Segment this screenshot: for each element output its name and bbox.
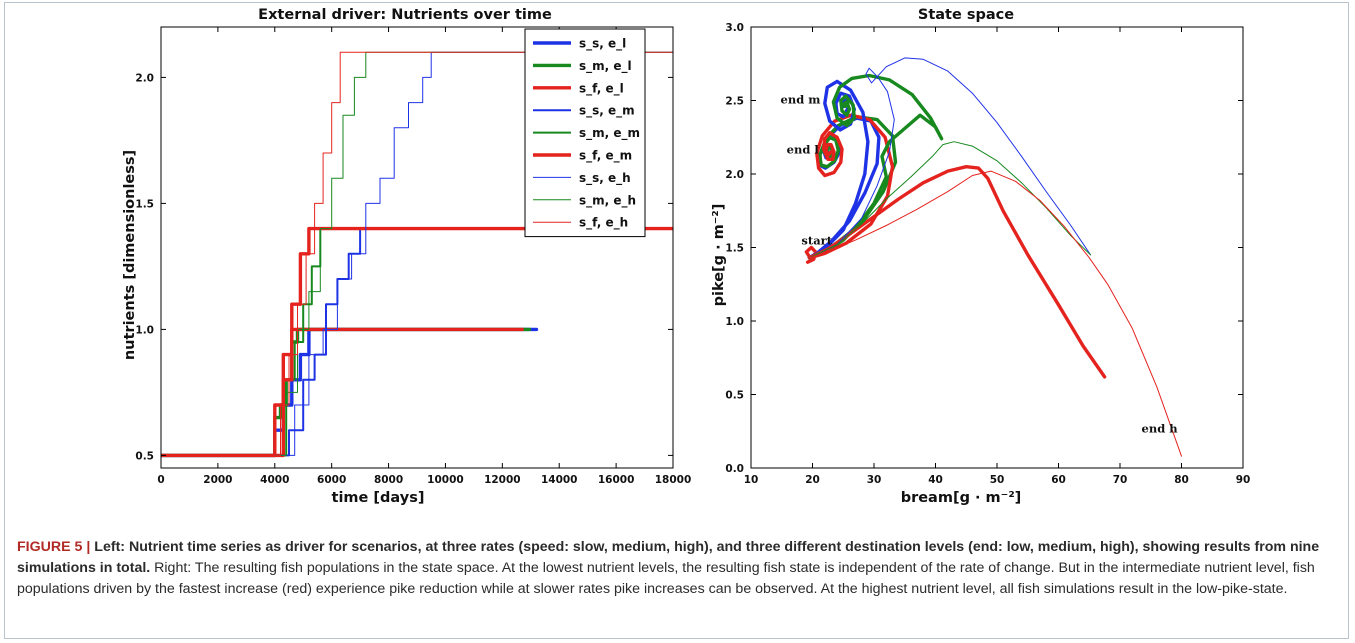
y-axis-label: nutrients [dimensionless] — [122, 150, 138, 360]
series-line-5 — [273, 227, 673, 457]
annotations: start end l end m end h — [781, 92, 1179, 435]
x-tick-label: 14000 — [541, 474, 578, 486]
series-line-7 — [274, 51, 673, 456]
axes — [160, 26, 674, 469]
x-tick-label: 60 — [1051, 474, 1066, 486]
x-tick-label: 8000 — [374, 474, 403, 486]
series-line-3 — [161, 327, 524, 458]
x-tick-label: 30 — [867, 474, 882, 486]
x-tick-label: 70 — [1113, 474, 1128, 486]
annotation-label: end l — [787, 142, 820, 156]
series-line-1 — [161, 327, 539, 458]
x-axis-label: time [days] — [332, 490, 425, 506]
caption-text: Right: The resulting fish populations in… — [17, 560, 1315, 597]
y-tick-label: 0.5 — [135, 450, 154, 462]
x-ticks: 10 20 30 40 50 60 70 80 90 — [744, 27, 1251, 486]
y-ticks: 0.5 1.0 1.5 2.0 — [135, 72, 673, 462]
x-tick-label: 6000 — [317, 474, 346, 486]
figure-frame: External driver: Nutrients over time 0 20… — [4, 2, 1349, 639]
series-line-6 — [273, 226, 673, 458]
x-tick-label: 90 — [1236, 474, 1251, 486]
x-ticks: 0 2000 4000 6000 8000 10000 12000 14000 16000 180… — [157, 27, 691, 486]
y-axis-label: pike[g · m⁻²] — [711, 204, 727, 307]
legend-label: s_f, e_l — [579, 81, 624, 96]
x-tick-label: 12000 — [484, 474, 521, 486]
series-line-4 — [273, 227, 673, 457]
series-line-8 — [274, 51, 673, 456]
y-tick-label: 1.5 — [135, 198, 154, 210]
caption-label: FIGURE 5 — [17, 539, 83, 555]
x-tick-label: 50 — [990, 474, 1005, 486]
y-tick-label: 3.0 — [725, 22, 744, 34]
nutrients-chart: External driver: Nutrients over time 0 20… — [122, 7, 691, 506]
x-axis-label: bream[g · m⁻²] — [901, 490, 1022, 506]
x-tick-label: 2000 — [203, 474, 232, 486]
y-tick-label: 2.5 — [725, 96, 744, 108]
legend-label: s_s, e_h — [579, 171, 631, 186]
x-tick-label: 0 — [157, 474, 164, 486]
plot-frame — [160, 26, 674, 469]
x-tick-label: 80 — [1174, 474, 1189, 486]
legend-label: s_s, e_l — [579, 37, 626, 52]
x-tick-label: 20 — [805, 474, 820, 486]
legend-label: s_m, e_m — [579, 126, 640, 141]
x-tick-label: 16000 — [598, 474, 635, 486]
annotation-label: start — [801, 234, 832, 248]
x-tick-label: 18000 — [655, 474, 692, 486]
y-tick-label: 1.0 — [725, 316, 744, 328]
annotation-label: end h — [1142, 422, 1179, 436]
legend-label: s_f, e_m — [579, 149, 632, 164]
chart-title: State space — [918, 7, 1014, 23]
figure-caption: FIGURE 5 | Left: Nutrient time series as… — [17, 537, 1339, 600]
y-tick-label: 2.0 — [725, 169, 744, 181]
chart-title: External driver: Nutrients over time — [258, 7, 552, 23]
legend-label: s_f, e_h — [579, 216, 628, 231]
series-line-2 — [161, 327, 532, 458]
y-tick-label: 0.0 — [725, 463, 744, 475]
figure-plots: External driver: Nutrients over time 0 20… — [122, 7, 1250, 506]
x-tick-label: 10000 — [427, 474, 464, 486]
legend-label: s_m, e_h — [579, 193, 636, 208]
series-line-6 — [807, 164, 1107, 379]
annotation-label: end m — [781, 92, 821, 106]
series-line-9 — [808, 170, 1182, 457]
legend-label: s_s, e_m — [579, 104, 635, 119]
series-line-8 — [808, 141, 1091, 259]
caption-separator: | — [82, 539, 95, 555]
x-tick-label: 10 — [744, 474, 759, 486]
caption-bold-text: Left: Nutrient time series as driver for… — [17, 539, 1320, 576]
y-ticks: 0.0 0.5 1.0 1.5 2.0 2.5 3.0 — [725, 22, 1243, 475]
series-line-5 — [807, 73, 944, 260]
state-space-chart: State space 10 20 30 40 50 60 70 80 90 0.0 0.5 1.0… — [711, 7, 1250, 506]
legend-label: s_m, e_l — [579, 59, 632, 74]
series-group — [804, 57, 1182, 457]
y-tick-label: 1.0 — [135, 324, 154, 336]
series-line-9 — [274, 51, 673, 456]
x-tick-label: 40 — [928, 474, 943, 486]
y-tick-label: 1.5 — [725, 243, 744, 255]
series-line-7 — [808, 57, 1091, 259]
legend: s_s, e_l s_m, e_l s_f, e_l s_s, e_m s_m, e_m… — [524, 28, 646, 238]
series-group — [161, 51, 673, 458]
x-tick-label: 4000 — [260, 474, 289, 486]
y-tick-label: 0.5 — [725, 390, 744, 402]
y-tick-label: 2.0 — [135, 72, 154, 84]
